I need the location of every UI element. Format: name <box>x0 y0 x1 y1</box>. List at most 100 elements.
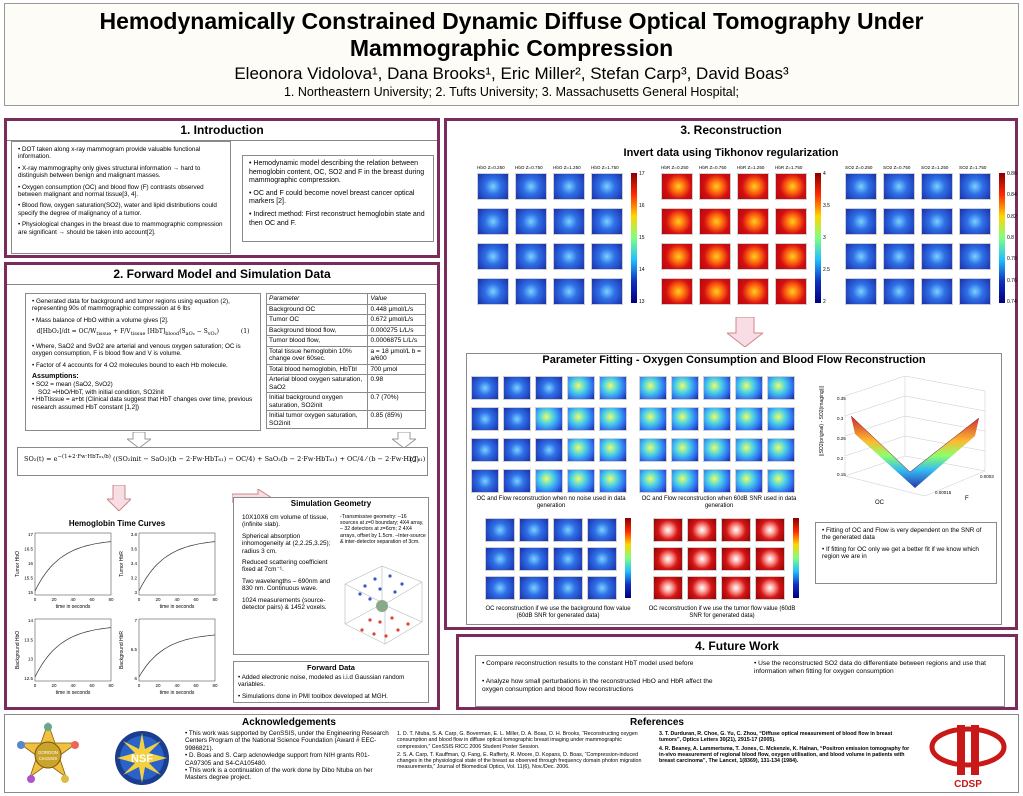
caption-tumor-flow: OC reconstruction if we use the tumor fl… <box>648 606 796 619</box>
reconstruction-title: 3. Reconstruction <box>680 123 782 137</box>
oc-slice <box>755 576 785 600</box>
reconstruction-slice <box>477 208 509 235</box>
y-axis-label: Background HbO <box>15 631 21 669</box>
hemoglobin-series-line <box>34 627 112 678</box>
oc-slice <box>519 547 549 571</box>
fit-slice <box>535 469 563 493</box>
y-axis-label: Tumor HbR <box>119 551 125 577</box>
reconstruction-slice <box>591 278 623 305</box>
y-tick-label: 3.4 <box>131 561 138 566</box>
reconstruction-subtitle: Invert data using Tikhonov regularizatio… <box>623 147 839 159</box>
oc-slice <box>721 576 751 600</box>
y-tick-label: 13.5 <box>24 637 33 642</box>
equation-1: d[HbO₂]/dt = OC/Wtissue + F/Vtissue [HbT… <box>36 328 250 338</box>
reconstruction-slice <box>845 278 877 305</box>
svg-text:GORDON: GORDON <box>38 750 58 755</box>
hemoglobin-plot: 3.8 3.6 3.4 3.2 30 20 40 60 80 time in seconds Tum… <box>119 532 218 610</box>
oc-slice <box>485 518 515 542</box>
reconstruction-slice <box>737 173 769 200</box>
svg-text:0.2: 0.2 <box>837 456 844 461</box>
reconstruction-slice <box>959 278 991 305</box>
oc-slice <box>687 547 717 571</box>
slice-label: HbO Z=1.750 <box>591 165 619 170</box>
oc-slice <box>721 547 751 571</box>
intro-bullet: • Hemodynamic model describing the relat… <box>249 160 425 185</box>
colorbar <box>815 173 821 303</box>
reconstruction-slice <box>737 243 769 270</box>
colorbar-tick: 4 <box>823 171 826 177</box>
reconstruction-slice <box>591 208 623 235</box>
slice-label: HbO Z=0.750 <box>515 165 543 170</box>
down-arrow-icon <box>107 485 131 511</box>
poster-header: Hemodynamically Constrained Dynamic Diff… <box>4 3 1019 106</box>
fit-slice <box>535 407 563 431</box>
fit-slice <box>503 438 531 462</box>
hemoglobin-plot: 14 13.5 13 12.50 20 40 60 80 time in seconds Back… <box>15 618 114 696</box>
reconstruction-slice <box>921 278 953 305</box>
reconstruction-slice <box>699 173 731 200</box>
y-tick-label: 15 <box>28 590 34 595</box>
reconstruction-slice <box>661 243 693 270</box>
reconstruction-slice <box>921 208 953 235</box>
references-section: References 1. D. T. Ntuba, S. A. Carp, G… <box>397 717 910 771</box>
geometry-diagram <box>344 565 423 645</box>
x-tick-label: 80 <box>212 597 218 602</box>
slice-label: SO2 Z=1.250 <box>921 165 949 170</box>
intro-bullet: • Physiological changes in the breast du… <box>18 221 223 236</box>
oc-slice <box>653 547 683 571</box>
fit-slice <box>671 469 699 493</box>
fit-slice <box>471 376 499 400</box>
fit-slice <box>599 376 627 400</box>
colorbar <box>999 173 1005 303</box>
reconstruction-slice <box>883 278 915 305</box>
fit-slice <box>639 469 667 493</box>
svg-text:0.25: 0.25 <box>837 436 846 441</box>
slice-label: SO2 Z=1.750 <box>959 165 987 170</box>
oc-slice <box>687 518 717 542</box>
x-tick-label: 60 <box>193 597 199 602</box>
svg-text:0.35: 0.35 <box>837 396 846 401</box>
parameter-table: Parameter Value Background OC 0.448 μmol/… <box>265 293 426 429</box>
fitting-notes: • Fitting of OC and Flow is very depende… <box>815 522 997 584</box>
oc-slice <box>519 518 549 542</box>
equation-2-box: SO₂(t) = e−(1+2·Fw·HbT₆₁/b) ((SO₂init − … <box>17 447 428 476</box>
reconstruction-slice <box>661 278 693 305</box>
caption-no-noise: OC and Flow reconstruction when no noise… <box>476 496 626 509</box>
reconstruction-slice <box>661 208 693 235</box>
fit-slice <box>599 469 627 493</box>
reconstruction-slice <box>959 208 991 235</box>
intro-bullet: • Indirect method: First reconstruct hem… <box>249 210 425 227</box>
y-tick-label: 13 <box>28 657 34 662</box>
oc-slice <box>687 576 717 600</box>
fit-slice <box>703 376 731 400</box>
reconstruction-slice <box>775 278 807 305</box>
x-tick-label: 20 <box>51 683 57 688</box>
reconstruction-slice <box>477 278 509 305</box>
reconstruction-slice <box>515 208 547 235</box>
reconstruction-slice <box>775 173 807 200</box>
x-tick-label: 40 <box>70 597 76 602</box>
intro-bullet: • OC and F could become novel breast can… <box>249 189 415 206</box>
hemoglobin-series-line <box>138 541 216 592</box>
reconstruction-slice <box>883 208 915 235</box>
hemoglobin-plot: 7 6.5 60 20 40 60 80 time in seconds Background … <box>119 618 218 696</box>
oc-slice <box>553 576 583 600</box>
x-tick-label: 0 <box>138 597 141 602</box>
fit-slice <box>639 438 667 462</box>
intro-left-box: • DOT taken along x-ray mammogram provid… <box>11 141 231 254</box>
ack-section: Acknowledgements • This work was support… <box>185 717 389 782</box>
reconstruction-slice <box>699 208 731 235</box>
fitting-box: Parameter Fitting - Oxygen Consumption a… <box>466 353 1002 625</box>
forward-data-box: Forward Data • Added electronic noise, m… <box>233 661 429 703</box>
slice-label: SO2 Z=0.750 <box>883 165 911 170</box>
colorbar <box>625 518 631 598</box>
x-tick-label: 60 <box>89 597 95 602</box>
reconstruction-slice <box>553 278 585 305</box>
svg-text:OC: OC <box>875 500 885 506</box>
y-tick-label: 14 <box>28 618 34 623</box>
reconstruction-slice <box>553 208 585 235</box>
svg-text:F: F <box>965 496 969 502</box>
fit-slice <box>767 376 795 400</box>
fit-slice <box>767 469 795 493</box>
y-tick-label: 6 <box>134 676 137 681</box>
